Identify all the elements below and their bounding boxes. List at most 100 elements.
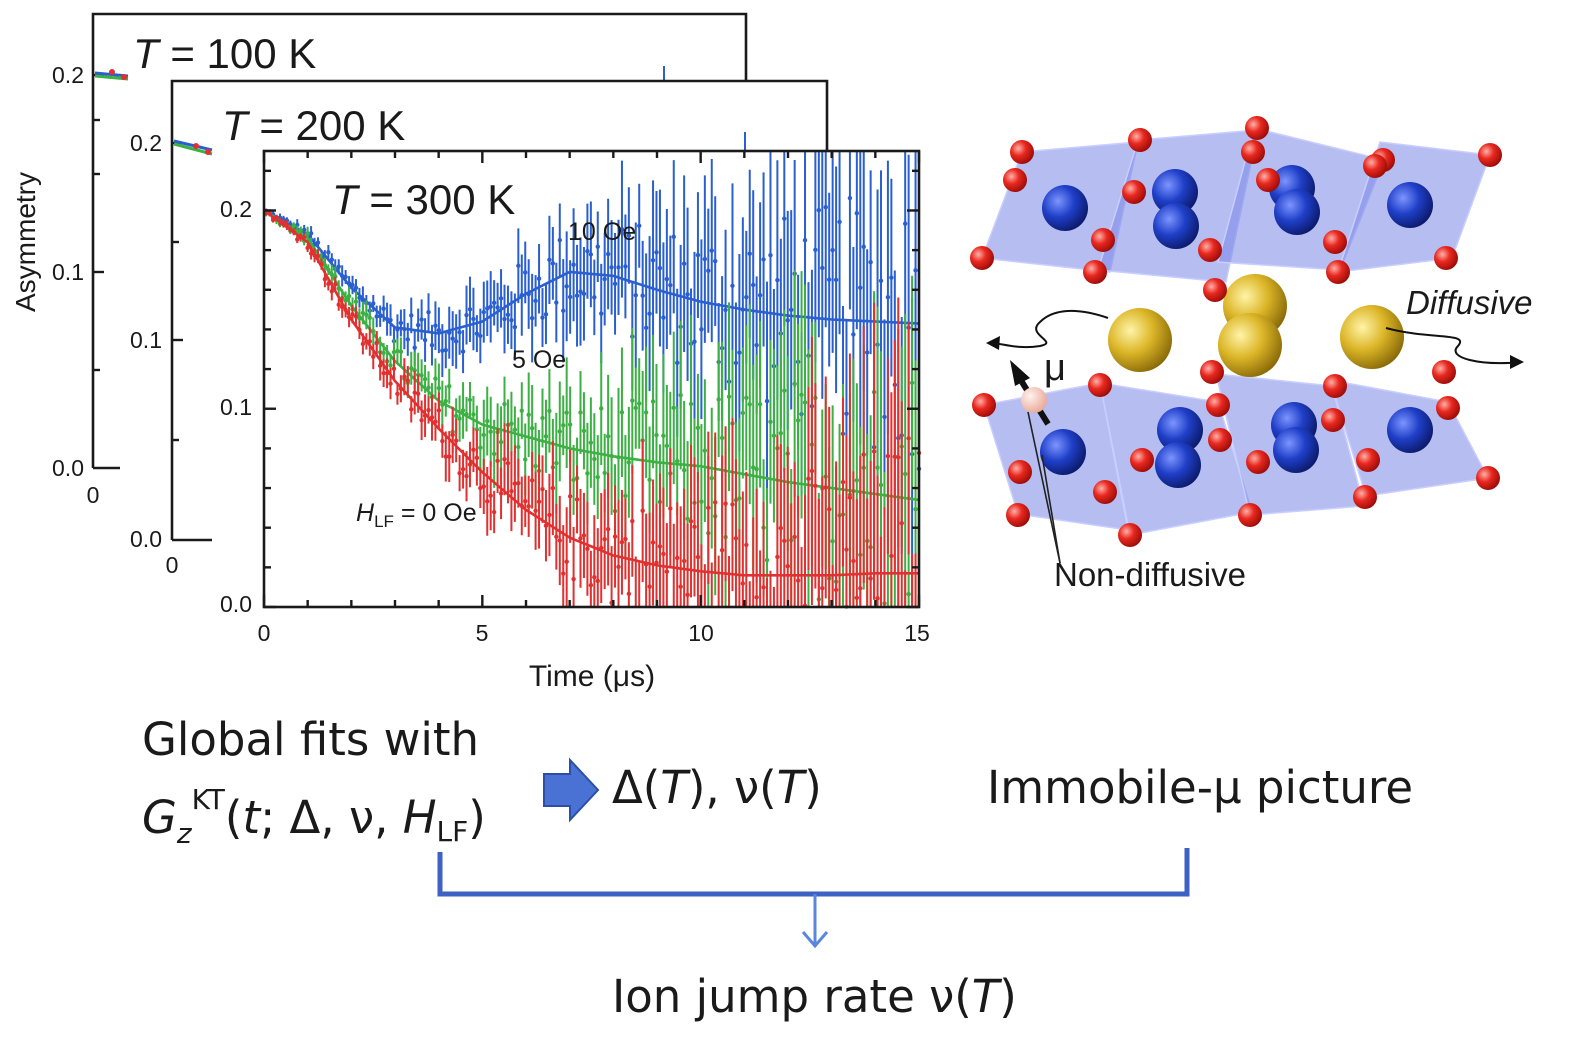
- data-point: [685, 592, 690, 598]
- panel-200k-title: T = 200 K: [222, 102, 405, 149]
- data-point: [778, 525, 784, 531]
- oxygen-atom: [1363, 154, 1387, 178]
- title-var: T: [332, 176, 361, 223]
- flow-bracket: [437, 848, 1190, 897]
- data-point: [578, 410, 583, 415]
- data-point: [875, 465, 880, 470]
- title-rest: = 300 K: [358, 176, 516, 223]
- data-point: [688, 519, 694, 524]
- data-point: [643, 410, 649, 415]
- args-t: t: [242, 791, 262, 844]
- data-point: [616, 265, 621, 270]
- data-point: [699, 499, 704, 504]
- data-point: [630, 398, 635, 403]
- arrow-head-left: [986, 336, 1000, 350]
- ytick-label: 0.2: [130, 130, 162, 156]
- data-point: [637, 401, 642, 406]
- data-point: [761, 257, 766, 262]
- data-point: [692, 524, 697, 530]
- args-h: H: [403, 791, 437, 844]
- data-point: [813, 483, 818, 488]
- data-point: [761, 585, 766, 590]
- ytick-label: 0.2: [220, 196, 252, 222]
- data-point: [619, 226, 625, 232]
- oxygen-atom: [1008, 460, 1032, 484]
- data-point: [485, 418, 490, 424]
- data-point: [533, 298, 538, 304]
- data-point: [415, 391, 421, 396]
- data-point: [782, 538, 787, 544]
- flow-immobile: Immobile-μ picture: [987, 761, 1413, 814]
- data-point: [864, 350, 870, 355]
- series-10-oe: [263, 151, 922, 607]
- data-point: [478, 445, 483, 450]
- data-point: [795, 578, 801, 583]
- data-point: [664, 569, 670, 574]
- data-point: [443, 454, 448, 459]
- data-point: [436, 385, 442, 391]
- flow-arrow-right: [543, 757, 600, 823]
- data-point: [550, 261, 556, 266]
- diffusion-path-left: [987, 310, 1109, 349]
- data-point: [820, 585, 825, 591]
- data-point: [675, 360, 680, 366]
- data-point: [595, 578, 600, 584]
- data-point: [512, 427, 518, 432]
- data-point: [498, 296, 504, 301]
- data-point: [633, 293, 638, 298]
- data-point: [561, 423, 566, 428]
- data-point: [619, 410, 625, 415]
- pointer-line: [1027, 411, 1061, 564]
- data-point: [868, 576, 873, 581]
- data-point: [840, 479, 846, 485]
- series-0-oe: [263, 208, 922, 609]
- data-point: [193, 143, 199, 149]
- data-point: [902, 221, 908, 226]
- data-point: [381, 350, 386, 356]
- panel-100k-data-stub: [94, 66, 665, 81]
- oxygen-atom: [1088, 373, 1112, 397]
- data-point: [661, 551, 666, 557]
- data-point: [388, 363, 393, 368]
- data-point: [333, 281, 338, 287]
- data-point: [205, 149, 211, 155]
- data-point: [861, 452, 866, 457]
- data-point: [540, 315, 545, 320]
- data-point: [771, 433, 777, 438]
- data-point: [692, 339, 697, 344]
- data-point: [809, 468, 815, 474]
- flow-line1: Global fits with: [142, 713, 479, 766]
- data-point: [685, 516, 690, 522]
- data-point: [719, 548, 725, 553]
- data-point: [713, 258, 718, 264]
- data-point: [654, 432, 659, 438]
- data-point: [847, 495, 853, 500]
- data-point: [460, 349, 466, 354]
- data-point: [440, 348, 445, 353]
- oxygen-atom: [1003, 168, 1027, 192]
- data-point: [554, 460, 559, 466]
- data-point: [391, 366, 397, 371]
- data-point: [381, 370, 386, 376]
- data-point: [409, 366, 414, 371]
- data-point: [633, 405, 638, 411]
- data-point: [647, 311, 652, 316]
- ytick-label: 0.0: [220, 591, 252, 617]
- data-point: [833, 277, 839, 283]
- data-point: [595, 244, 600, 249]
- data-point: [564, 410, 569, 415]
- data-point: [747, 402, 752, 407]
- data-point: [719, 435, 725, 441]
- oxygen-atom: [1128, 128, 1152, 152]
- data-point: [806, 476, 811, 481]
- data-point: [768, 252, 773, 258]
- data-point: [571, 262, 576, 267]
- data-point: [533, 463, 538, 469]
- data-point: [823, 485, 828, 490]
- data-point: [578, 289, 583, 294]
- data-point: [885, 453, 891, 459]
- data-point: [308, 231, 314, 236]
- label-muon: μ: [1044, 347, 1066, 389]
- oxygen-atom: [970, 246, 994, 270]
